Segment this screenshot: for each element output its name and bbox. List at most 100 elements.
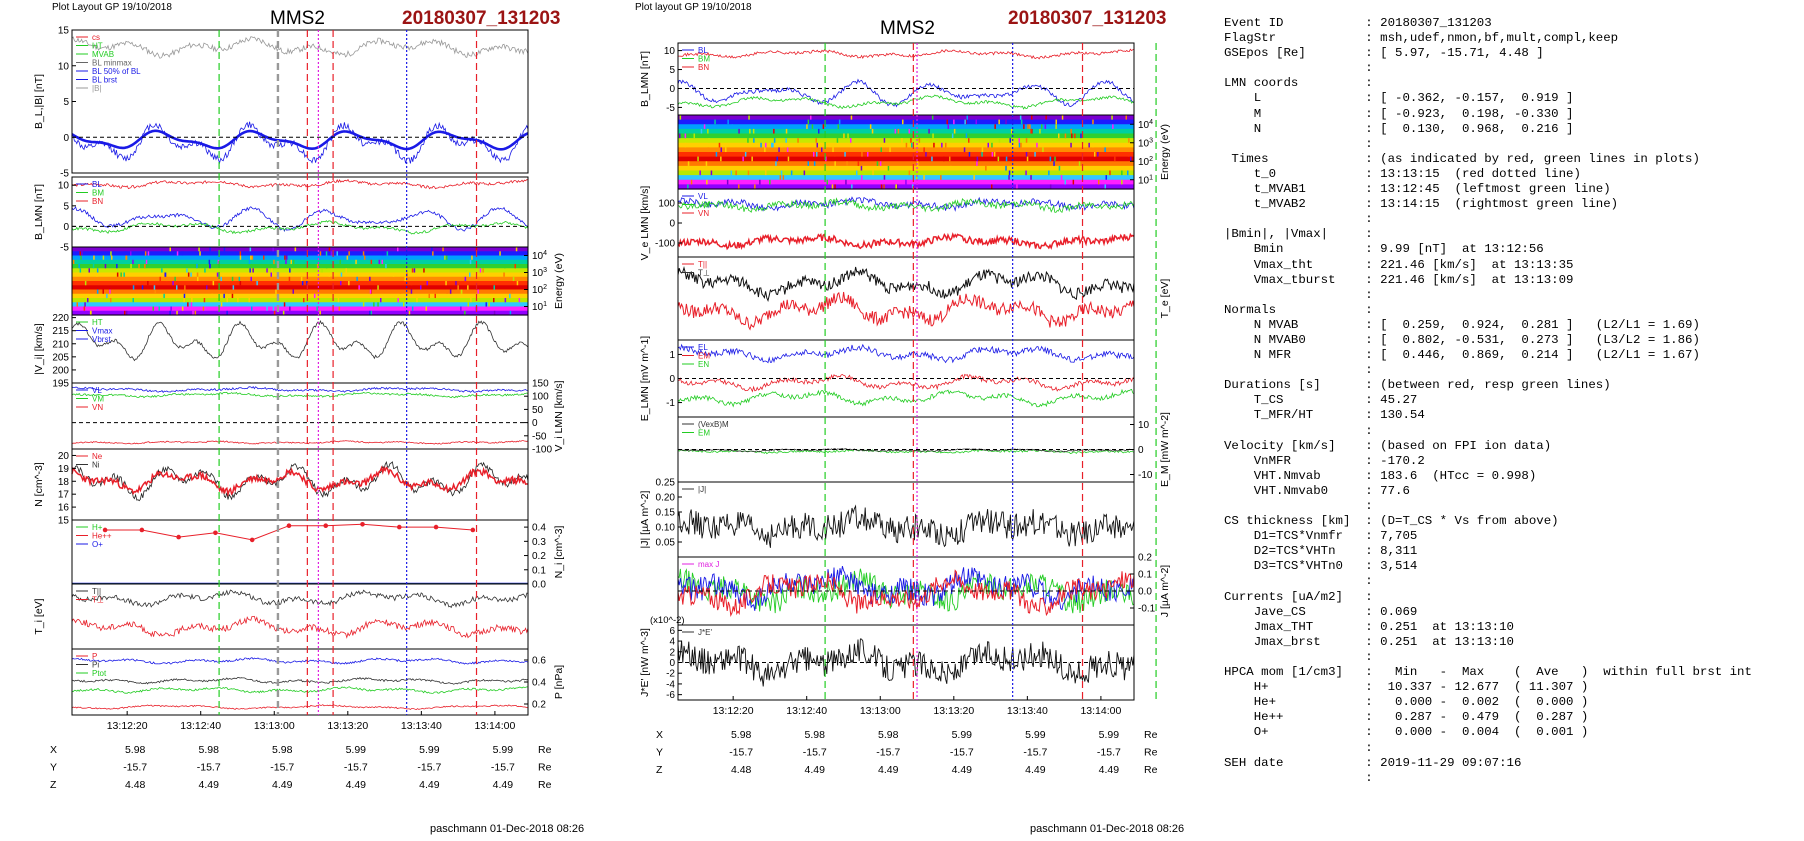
- spectrogram-speckle: [753, 138, 755, 143]
- spectrogram-speckle: [337, 298, 340, 303]
- spectrogram-speckle: [687, 184, 689, 190]
- position-value: -15.7: [197, 762, 221, 774]
- legend-label: VM: [92, 395, 104, 404]
- y-axis-label: E_LMN [mV m^-1]: [639, 336, 651, 422]
- series-trace: [677, 343, 1135, 364]
- spectrogram-speckle: [132, 285, 135, 290]
- spectrogram-speckle: [765, 142, 767, 148]
- legend-label: EM: [698, 429, 710, 438]
- position-unit: Re: [1144, 747, 1158, 759]
- position-value: 4.49: [198, 779, 219, 791]
- summary-line: VnMFR : -170.2: [1224, 453, 1425, 468]
- spectrogram-speckle: [130, 264, 132, 269]
- data-point-he++: [286, 523, 292, 528]
- spectrogram-speckle: [471, 255, 473, 260]
- legend-label: He++: [92, 532, 112, 541]
- y-tick-label: 0.10: [656, 523, 676, 534]
- summary-line: N MVAB : [ 0.259, 0.924, 0.281 ] (L2/L1 …: [1224, 317, 1700, 332]
- spectrogram-speckle: [301, 281, 304, 286]
- spectrogram-speckle: [967, 133, 970, 139]
- spectrogram-speckle: [896, 184, 899, 190]
- spectrogram-speckle: [270, 272, 272, 277]
- legend-label: BM: [698, 55, 710, 64]
- spectrogram-speckle: [905, 142, 908, 148]
- spectrogram-speckle: [850, 138, 852, 143]
- summary-line: D3=TCS*VHTn0 : 3,514: [1224, 559, 1418, 574]
- spectrogram-speckle: [284, 255, 286, 260]
- y-axis-label: V_i LMN [km/s]: [553, 380, 565, 451]
- summary-line: :: [1224, 499, 1373, 513]
- spectrogram-speckle: [1070, 142, 1072, 148]
- spectrogram-speckle: [776, 156, 778, 162]
- y-tick-label: -10: [1138, 470, 1153, 481]
- spectrogram-speckle: [908, 170, 911, 176]
- spectrogram-speckle: [754, 184, 756, 190]
- spectrogram-speckle: [1039, 128, 1041, 134]
- spectrogram-speckle: [144, 251, 147, 256]
- spectrogram-speckle: [910, 138, 912, 143]
- spectrogram-speckle: [190, 272, 192, 277]
- spectrogram-speckle: [80, 255, 82, 260]
- y-axis-label: B_LMN [nT]: [33, 184, 45, 240]
- summary-line: VHT.Nmvab0 : 77.6: [1224, 483, 1410, 498]
- spectrogram-speckle: [420, 285, 422, 290]
- spectrogram-speckle: [1125, 115, 1127, 120]
- spectrogram-speckle: [1098, 179, 1100, 185]
- spectrogram-speckle: [467, 302, 469, 307]
- spectrogram-speckle: [1078, 161, 1081, 166]
- y-tick-label: -4: [666, 679, 675, 690]
- spectrogram-speckle: [250, 276, 252, 282]
- spectrogram-speckle: [239, 281, 242, 286]
- y-tick-label: 103: [532, 267, 547, 279]
- y-tick-label: 15: [58, 26, 70, 37]
- spectrogram-speckle: [187, 272, 190, 277]
- spectrogram-speckle: [251, 255, 254, 260]
- summary-line: N : [ 0.130, 0.968, 0.216 ]: [1224, 121, 1574, 136]
- spectrogram-speckle: [1025, 152, 1028, 157]
- legend-label: |J|: [698, 485, 706, 494]
- series-trace: [677, 291, 1135, 331]
- spectrogram-speckle: [965, 133, 968, 139]
- spectrogram-speckle: [923, 147, 925, 153]
- spectrogram-speckle: [292, 289, 294, 294]
- y-tick-label: 210: [52, 339, 69, 350]
- spectrogram-speckle: [125, 255, 127, 260]
- summary-line: CS thickness [km] : (D=T_CS * Vs from ab…: [1224, 514, 1559, 529]
- panel-frame: [677, 256, 1135, 341]
- spectrogram-speckle: [346, 255, 349, 260]
- spectrogram-speckle: [687, 161, 690, 166]
- spectrogram-speckle: [72, 259, 75, 265]
- spectrogram-speckle: [1105, 175, 1107, 180]
- spectrogram-speckle: [290, 259, 292, 265]
- series-trace: [71, 178, 529, 190]
- spectrogram-speckle: [464, 310, 466, 316]
- spectrogram-speckle: [89, 310, 92, 316]
- series-trace: [71, 440, 529, 445]
- position-unit: Re: [538, 762, 552, 774]
- position-value: 5.99: [1025, 729, 1046, 741]
- spectrogram-speckle: [330, 276, 332, 282]
- position-value: 5.99: [1099, 729, 1120, 741]
- y-tick-label: 0: [669, 658, 675, 669]
- x-tick-label: 13:12:40: [786, 705, 827, 717]
- summary-line: Jave_CS : 0.069: [1224, 604, 1418, 619]
- spectrogram-speckle: [860, 165, 863, 171]
- data-point-he++: [139, 527, 145, 533]
- spectrogram-speckle: [918, 156, 920, 162]
- spectrogram-band: [72, 268, 528, 274]
- spectrogram-speckle: [742, 156, 744, 162]
- spectrogram-speckle: [377, 302, 379, 307]
- y-axis-label: J*E' [nW m^-3]: [639, 628, 651, 697]
- spectrogram-speckle: [1018, 138, 1020, 143]
- spectrogram-speckle: [744, 152, 747, 157]
- spectrogram-speckle: [916, 175, 918, 180]
- spectrogram-speckle: [120, 272, 122, 277]
- legend-label: max J: [698, 560, 719, 569]
- spectrogram-speckle: [186, 268, 188, 273]
- y-tick-label: 0.05: [656, 538, 676, 549]
- panel-frame: [71, 382, 529, 450]
- spectrogram-speckle: [818, 128, 820, 134]
- y-axis-label: P [nPa]: [553, 665, 565, 699]
- spectrogram-speckle: [363, 255, 366, 260]
- y-tick-label: 0.2: [532, 551, 546, 562]
